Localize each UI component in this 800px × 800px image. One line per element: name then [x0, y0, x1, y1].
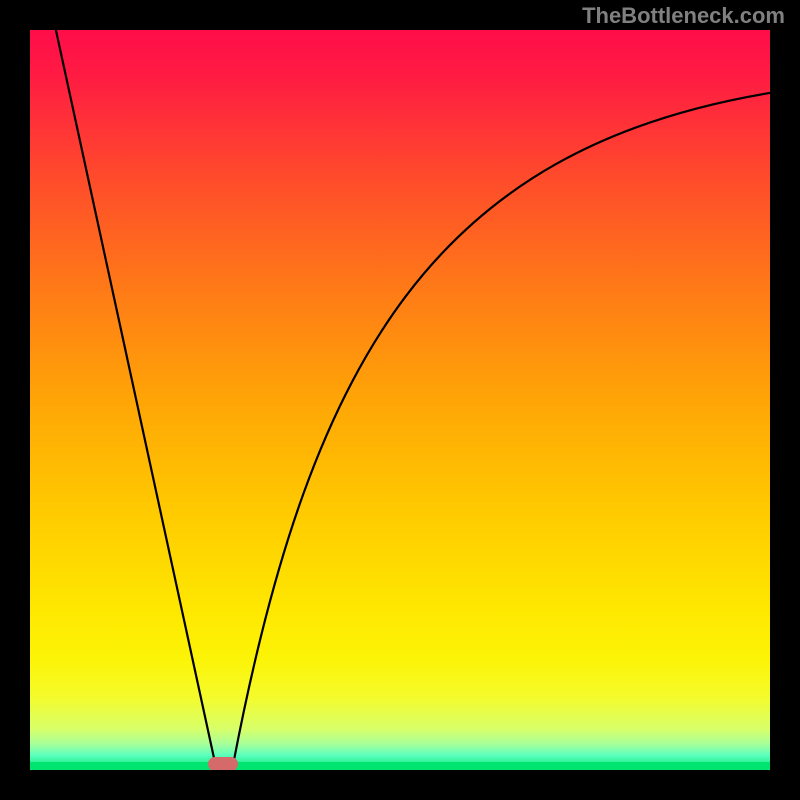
curve-path — [56, 30, 770, 763]
attribution-text: TheBottleneck.com — [582, 3, 785, 29]
bottom-green-band — [30, 762, 770, 770]
optimal-marker — [208, 757, 238, 770]
chart-container: TheBottleneck.com — [0, 0, 800, 800]
plot-area — [30, 30, 770, 770]
bottleneck-curve — [30, 30, 770, 770]
